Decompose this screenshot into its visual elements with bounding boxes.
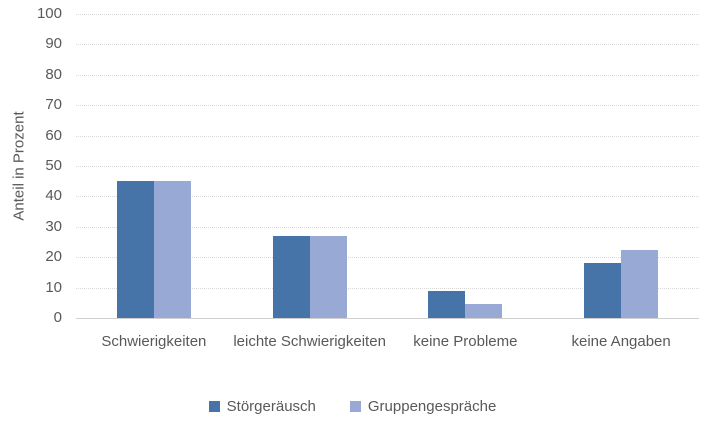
legend-label: Störgeräusch — [226, 398, 316, 415]
gridline — [76, 166, 699, 167]
gridline — [76, 196, 699, 198]
y-tick-label: 50 — [45, 157, 62, 174]
legend-swatch-icon — [349, 401, 361, 412]
x-axis-label: leichte Schwierigkeiten — [233, 333, 386, 350]
x-axis-line — [76, 318, 699, 319]
bar-series-0-cat-3 — [584, 263, 622, 318]
y-tick-label: 10 — [45, 278, 62, 296]
y-tick-label: 60 — [45, 126, 62, 144]
legend-item-1: Gruppengespräche — [349, 398, 497, 415]
x-axis-label: keine Angaben — [571, 333, 671, 350]
gridline — [76, 135, 699, 137]
y-tick-label: 40 — [45, 187, 62, 205]
y-tick-label: 20 — [45, 248, 62, 266]
bar-series-1-cat-3 — [621, 249, 659, 318]
gridline — [76, 226, 699, 228]
bar-series-0-cat-2 — [428, 290, 466, 318]
bar-series-0-cat-1 — [272, 235, 310, 318]
y-tick-label: 70 — [45, 96, 62, 114]
y-tick-label: 0 — [53, 309, 62, 326]
legend-item-0: Störgeräusch — [208, 398, 316, 415]
legend: Störgeräusch Gruppengespräche — [0, 398, 705, 415]
x-axis-label: keine Probleme — [413, 333, 518, 350]
x-axis-label: Schwierigkeiten — [101, 333, 207, 350]
gridline — [76, 287, 699, 289]
gridline — [76, 74, 699, 76]
gridline — [76, 257, 699, 259]
y-tick-label: 30 — [45, 217, 62, 235]
y-tick-label: 80 — [45, 65, 62, 83]
legend-swatch-icon — [208, 401, 220, 412]
gridline — [76, 44, 699, 46]
gridline — [76, 105, 699, 107]
bar-series-0-cat-0 — [116, 181, 154, 318]
y-tick-label: 90 — [45, 35, 62, 53]
y-tick-label: 100 — [36, 5, 62, 22]
gridline — [76, 14, 699, 15]
legend-label: Gruppengespräche — [367, 398, 497, 415]
bar-series-1-cat-1 — [309, 235, 347, 318]
bar-series-1-cat-0 — [153, 181, 191, 318]
bar-series-1-cat-2 — [465, 304, 503, 318]
